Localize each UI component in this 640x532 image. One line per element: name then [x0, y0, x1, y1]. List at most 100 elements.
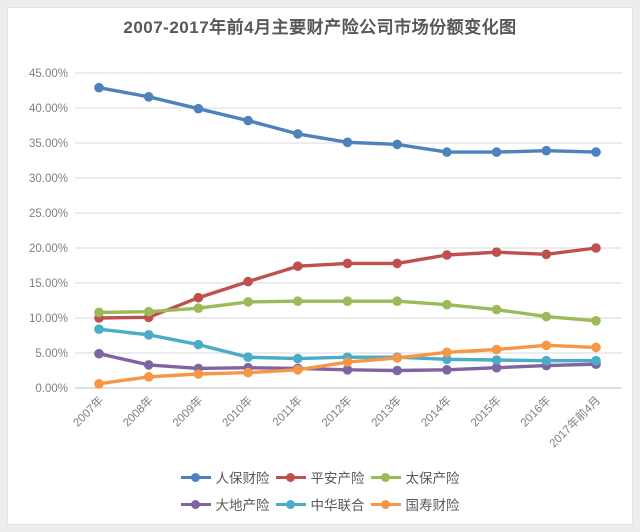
series-dot-dadi-1	[143, 360, 154, 370]
series-dot-picc-10	[591, 147, 601, 157]
series-dot-zhonghua-1	[143, 330, 154, 340]
y-axis-tick-label: 35.00%	[29, 138, 68, 150]
legend-dot-swatch	[285, 499, 295, 509]
legend-label: 太保产险	[405, 471, 460, 486]
series-dot-guoshou-5	[342, 357, 353, 367]
x-axis-tick-label: 2013年	[368, 393, 404, 429]
series-dot-cpic-0	[94, 307, 104, 318]
series-dot-cpic-3	[243, 297, 253, 307]
series-dot-dadi-7	[442, 365, 452, 375]
legend-dot-swatch	[190, 499, 200, 509]
series-dot-zhonghua-0	[94, 324, 104, 335]
series-dot-guoshou-2	[193, 369, 204, 379]
series-dot-guoshou-1	[143, 372, 154, 382]
series-dot-zhonghua-9	[541, 355, 552, 366]
series-dot-pingan-10	[591, 243, 601, 253]
series-dot-guoshou-7	[442, 347, 452, 358]
chart-title: 2007-2017年前4月主要财产险公司市场份额变化图	[123, 18, 517, 37]
legend-row-0: 人保财险 平安产险 太保产险	[178, 467, 463, 487]
legend-dot-swatch	[190, 472, 200, 482]
legend-label: 人保财险	[215, 471, 270, 486]
legend-item-cpic: 太保产险	[370, 467, 460, 487]
legend-marker-dadi-icon	[180, 498, 211, 511]
series-dot-picc-6	[392, 139, 403, 150]
series-dot-cpic-2	[193, 303, 204, 314]
series-dot-pingan-6	[392, 258, 403, 269]
series-dot-picc-3	[243, 115, 253, 126]
series-dot-dadi-5	[342, 365, 353, 375]
legend-dot-swatch	[380, 472, 390, 482]
series-dot-picc-5	[342, 137, 353, 148]
series-dot-guoshou-0	[94, 379, 104, 389]
series-dot-guoshou-6	[392, 353, 403, 363]
series-dot-guoshou-3	[243, 367, 253, 378]
series-dot-dadi-0	[94, 348, 104, 359]
series-dot-picc-9	[541, 145, 552, 156]
series-dot-picc-1	[143, 92, 154, 102]
series-dot-guoshou-4	[293, 365, 303, 375]
series-dot-guoshou-10	[591, 342, 601, 353]
series-dot-dadi-6	[392, 365, 403, 376]
y-axis-tick-label: 45.00%	[29, 68, 68, 80]
series-dot-guoshou-8	[491, 344, 502, 355]
series-dot-cpic-4	[293, 296, 303, 307]
series-dot-pingan-5	[342, 258, 353, 269]
series-dot-pingan-3	[243, 276, 253, 287]
series-dot-cpic-7	[442, 299, 452, 310]
series-dot-zhonghua-3	[243, 352, 253, 363]
series-dot-cpic-5	[342, 296, 353, 307]
y-axis-tick-label: 30.00%	[29, 173, 68, 185]
legend-label: 大地产险	[215, 498, 270, 513]
series-dot-pingan-2	[193, 292, 204, 303]
series-dot-picc-2	[193, 103, 204, 114]
x-axis-tick-label: 2017年前4月	[546, 393, 603, 450]
series-dot-cpic-1	[143, 306, 154, 317]
series-dot-zhonghua-4	[293, 353, 303, 364]
series-dot-picc-0	[94, 82, 104, 93]
y-axis-tick-label: 25.00%	[29, 208, 68, 220]
legend-marker-cpic-icon	[370, 471, 401, 484]
y-axis-tick-label: 10.00%	[29, 313, 68, 325]
series-dot-cpic-8	[491, 304, 502, 315]
series-dot-cpic-6	[392, 296, 403, 307]
legend-item-picc: 人保财险	[180, 467, 270, 487]
x-axis-tick-label: 2014年	[418, 393, 454, 429]
x-axis-tick-label: 2010年	[219, 393, 255, 429]
series-dot-picc-8	[491, 147, 502, 157]
series-dot-cpic-10	[591, 316, 601, 326]
x-axis-tick-label: 2007年	[70, 393, 106, 429]
x-axis-tick-label: 2012年	[318, 393, 354, 429]
y-axis-tick-label: 20.00%	[29, 243, 68, 255]
series-dot-pingan-4	[293, 261, 303, 272]
legend-marker-picc-icon	[180, 471, 211, 484]
legend-item-dadi: 大地产险	[180, 494, 270, 514]
y-axis-tick-label: 0.00%	[35, 383, 68, 395]
series-dot-zhonghua-10	[591, 355, 601, 366]
series-dot-zhonghua-7	[442, 354, 452, 365]
chart-legend: 人保财险 平安产险 太保产险大地产险 中华联合 国寿财险	[0, 467, 640, 514]
x-axis-tick-label: 2011年	[269, 393, 305, 429]
series-dot-cpic-9	[541, 311, 552, 322]
legend-item-zhonghua: 中华联合	[275, 494, 365, 514]
series-dot-pingan-8	[491, 247, 502, 257]
legend-item-guoshou: 国寿财险	[370, 494, 460, 514]
x-axis-tick-label: 2009年	[169, 393, 205, 429]
legend-dot-swatch	[380, 499, 390, 509]
series-dot-picc-7	[442, 147, 452, 157]
y-axis-tick-label: 15.00%	[29, 278, 68, 290]
y-axis-tick-label: 40.00%	[29, 103, 68, 115]
series-dot-picc-4	[293, 129, 303, 139]
y-axis-tick-label: 5.00%	[35, 348, 68, 360]
series-dot-dadi-8	[491, 362, 502, 373]
legend-label: 中华联合	[310, 498, 365, 513]
legend-dot-swatch	[285, 472, 295, 482]
series-dot-zhonghua-2	[193, 339, 204, 350]
series-dot-pingan-9	[541, 249, 552, 260]
x-axis-tick-label: 2008年	[120, 393, 156, 429]
legend-label: 国寿财险	[405, 498, 460, 513]
series-dot-guoshou-9	[541, 340, 552, 351]
x-axis-tick-label: 2015年	[468, 393, 504, 429]
legend-marker-zhonghua-icon	[275, 498, 306, 511]
